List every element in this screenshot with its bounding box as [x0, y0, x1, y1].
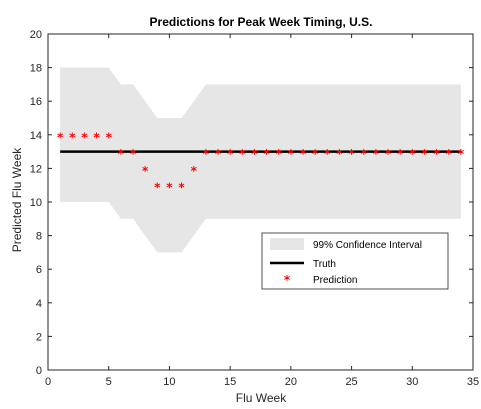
- prediction-point: *: [324, 147, 331, 161]
- x-tick-label: 20: [285, 376, 297, 388]
- prediction-point: *: [446, 147, 453, 161]
- x-axis-label: Flu Week: [236, 391, 287, 405]
- prediction-point: *: [361, 147, 368, 161]
- prediction-point: *: [300, 147, 307, 161]
- prediction-point: *: [178, 181, 185, 195]
- prediction-point: *: [433, 147, 440, 161]
- y-tick-label: 10: [30, 197, 42, 209]
- prediction-point: *: [409, 147, 416, 161]
- prediction-point: *: [385, 147, 392, 161]
- prediction-point: *: [288, 147, 295, 161]
- x-axis-ticks: 0 5 10 15 20 25 30 35: [45, 34, 479, 388]
- prediction-point: *: [166, 181, 173, 195]
- prediction-point: *: [421, 147, 428, 161]
- y-tick-label: 20: [30, 29, 42, 41]
- legend-swatch-ci: [270, 238, 304, 250]
- legend-label-ci: 99% Confidence Interval: [313, 240, 422, 251]
- y-tick-label: 14: [30, 130, 42, 142]
- y-tick-label: 0: [36, 365, 42, 377]
- y-axis-label: Predicted Flu Week: [10, 147, 24, 252]
- prediction-point: *: [69, 130, 76, 144]
- prediction-point: *: [263, 147, 270, 161]
- prediction-point: *: [93, 130, 100, 144]
- confidence-interval-band: [60, 67, 461, 253]
- y-axis-ticks: 0 2 4 6 8 10 12 14 16 18 20: [30, 29, 473, 377]
- legend-label-truth: Truth: [313, 259, 336, 270]
- prediction-point: *: [191, 164, 198, 178]
- x-tick-label: 0: [45, 376, 51, 388]
- prediction-point: *: [336, 147, 343, 161]
- plot-area: * * * * * * * * * * * * * * * * * * * * * * * * * * * * * * * * * * 0 5 10 1…: [30, 29, 479, 388]
- x-tick-label: 30: [406, 376, 418, 388]
- prediction-point: *: [81, 130, 88, 144]
- prediction-point: *: [106, 130, 113, 144]
- prediction-point: *: [373, 147, 380, 161]
- prediction-point: *: [142, 164, 149, 178]
- x-tick-label: 35: [467, 376, 479, 388]
- prediction-markers: * * * * * * * * * * * * * * * * * * * * * * * * * * * * * * * * * *: [57, 130, 465, 194]
- prediction-point: *: [118, 147, 125, 161]
- x-tick-label: 5: [106, 376, 112, 388]
- y-tick-label: 2: [36, 331, 42, 343]
- prediction-point: *: [203, 147, 210, 161]
- x-tick-label: 15: [224, 376, 236, 388]
- x-tick-label: 10: [163, 376, 175, 388]
- prediction-point: *: [227, 147, 234, 161]
- y-tick-label: 18: [30, 63, 42, 75]
- y-tick-label: 16: [30, 96, 42, 108]
- prediction-point: *: [215, 147, 222, 161]
- prediction-point: *: [239, 147, 246, 161]
- prediction-point: *: [397, 147, 404, 161]
- prediction-point: *: [276, 147, 283, 161]
- prediction-point: *: [130, 147, 137, 161]
- legend-swatch-prediction: *: [284, 273, 291, 287]
- chart-title: Predictions for Peak Week Timing, U.S.: [150, 15, 373, 29]
- y-tick-label: 8: [36, 231, 42, 243]
- prediction-point: *: [458, 147, 465, 161]
- x-tick-label: 25: [345, 376, 357, 388]
- prediction-point: *: [251, 147, 258, 161]
- prediction-point: *: [348, 147, 355, 161]
- legend: 99% Confidence Interval Truth * Predicti…: [261, 232, 449, 290]
- prediction-point: *: [57, 130, 64, 144]
- prediction-point: *: [154, 181, 161, 195]
- prediction-point: *: [312, 147, 319, 161]
- y-tick-label: 6: [36, 264, 42, 276]
- y-tick-label: 12: [30, 163, 42, 175]
- legend-label-prediction: Prediction: [313, 275, 357, 286]
- y-tick-label: 4: [36, 298, 42, 310]
